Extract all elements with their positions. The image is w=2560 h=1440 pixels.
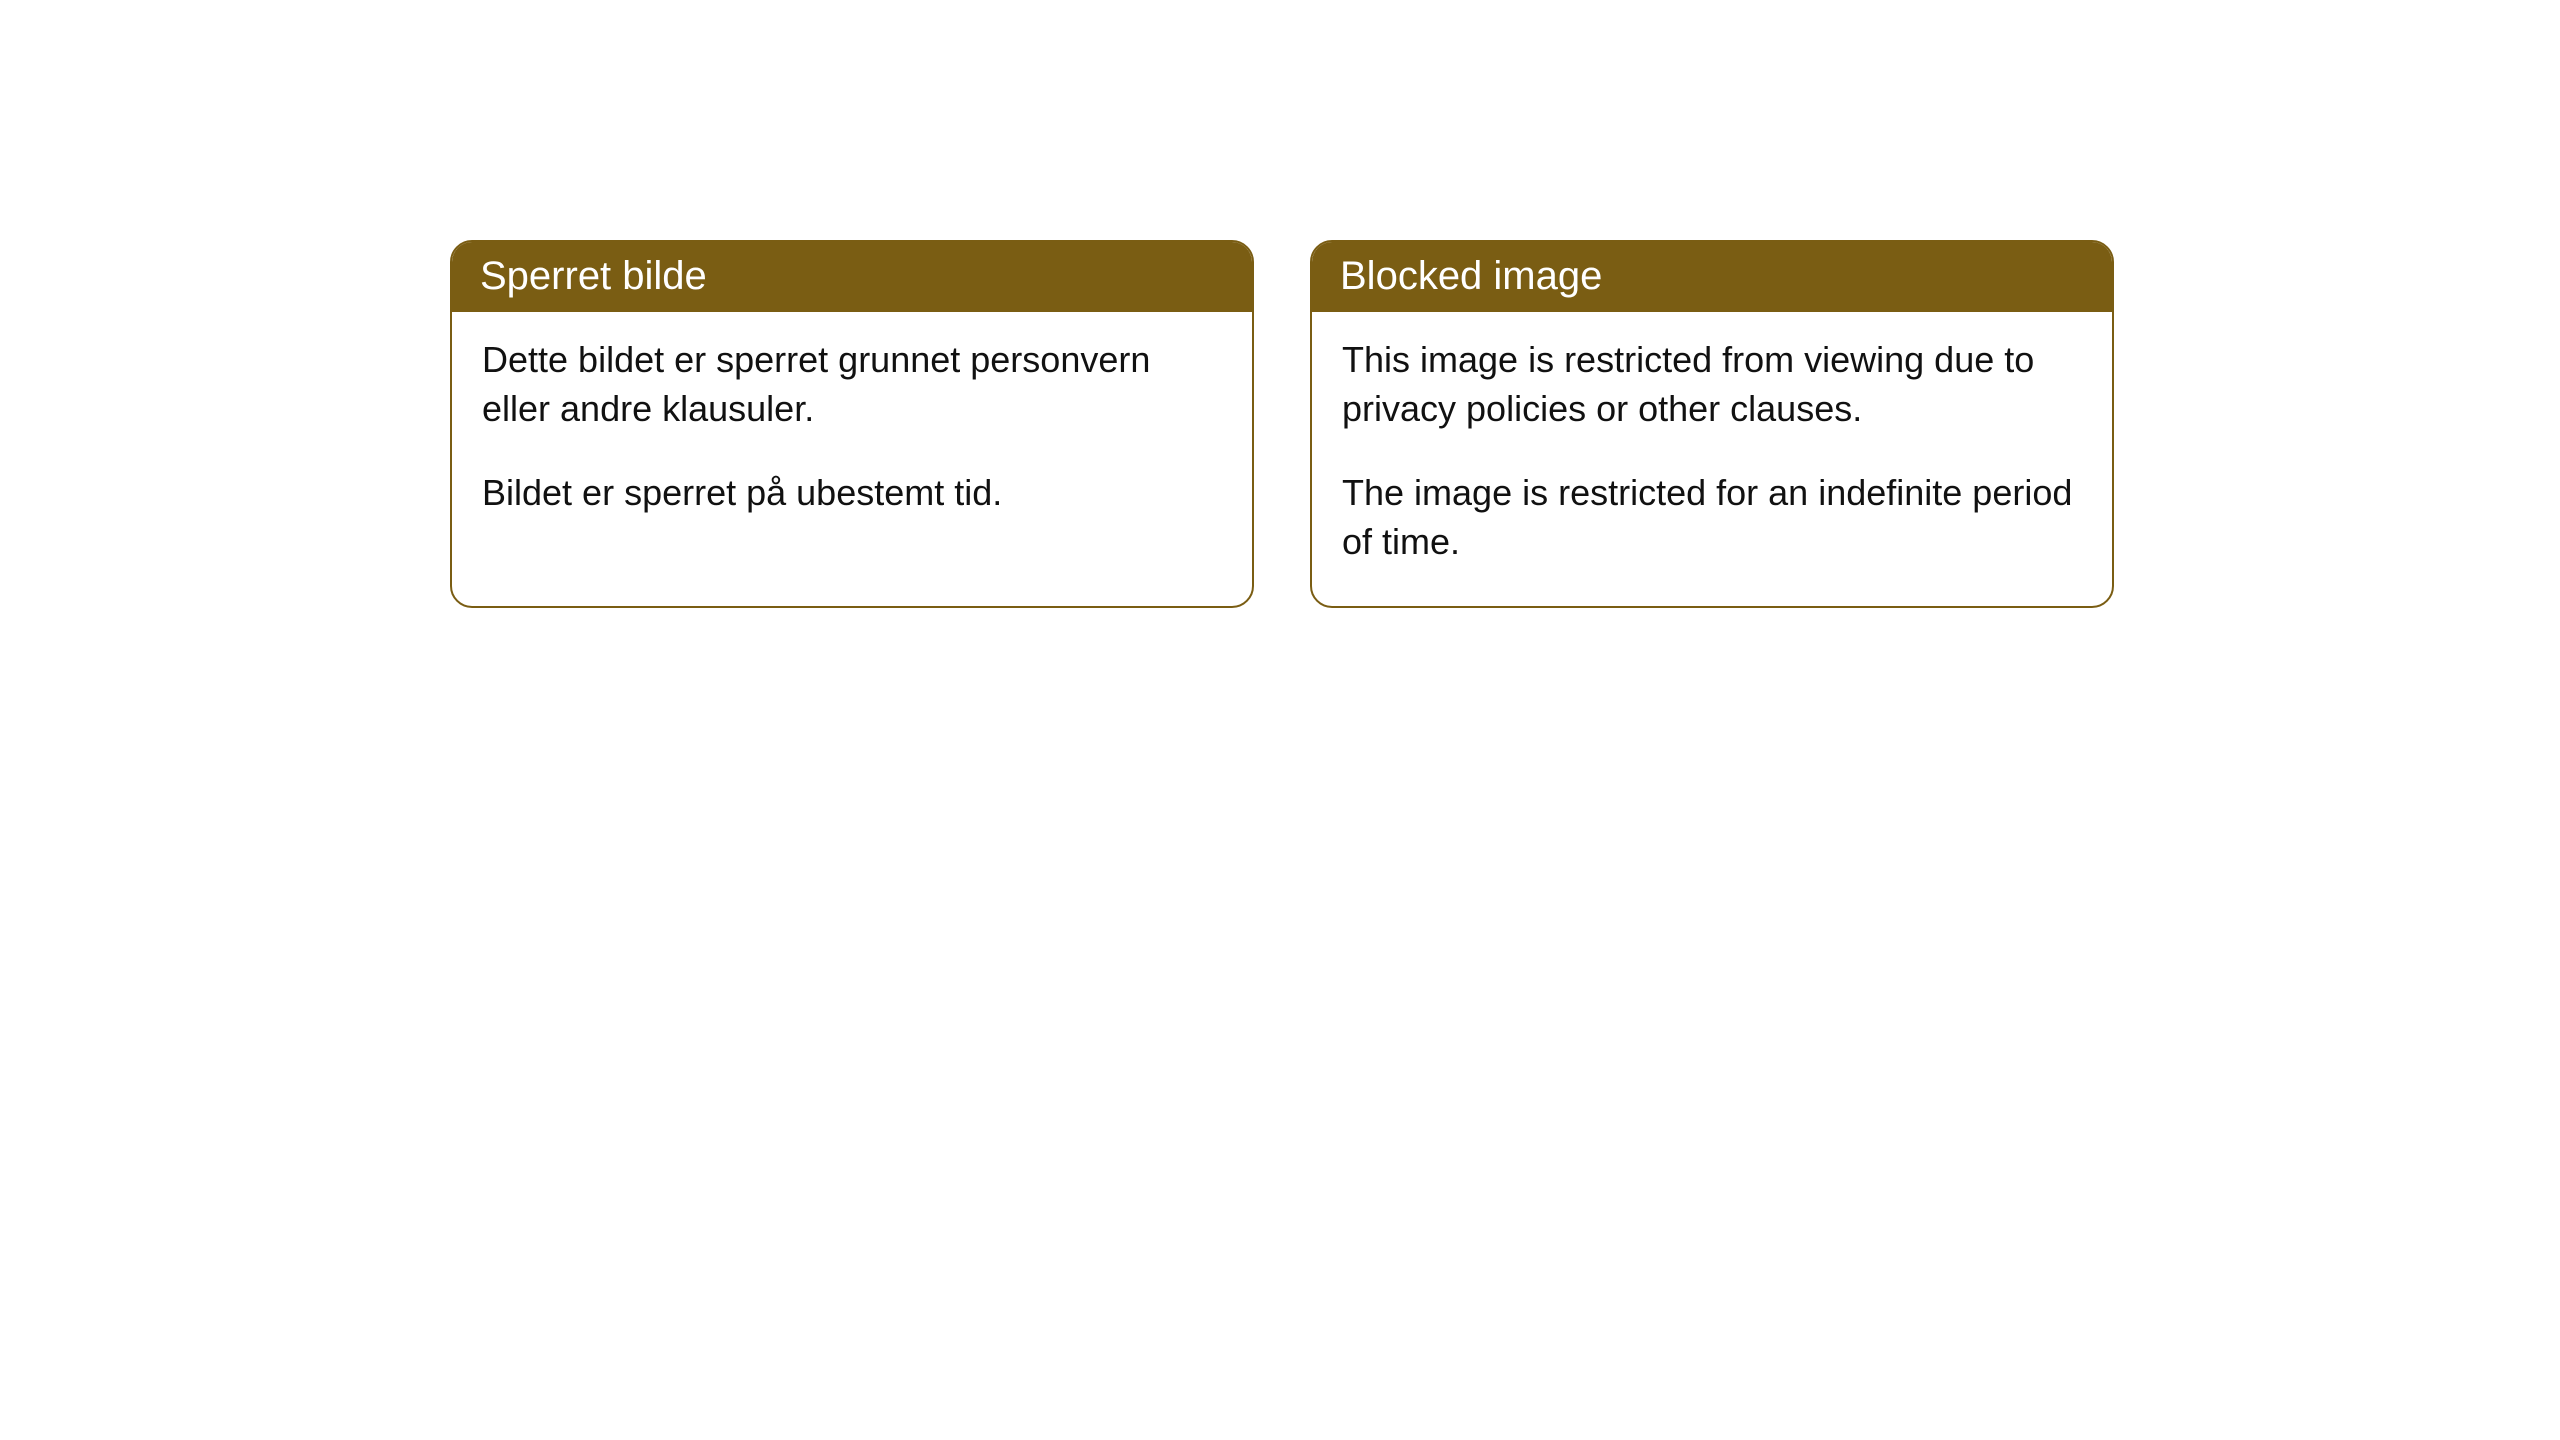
card-body: This image is restricted from viewing du…: [1312, 312, 2112, 606]
blocked-image-card-english: Blocked image This image is restricted f…: [1310, 240, 2114, 608]
card-body: Dette bildet er sperret grunnet personve…: [452, 312, 1252, 558]
card-paragraph: This image is restricted from viewing du…: [1342, 336, 2082, 433]
blocked-image-card-norwegian: Sperret bilde Dette bildet er sperret gr…: [450, 240, 1254, 608]
card-paragraph: The image is restricted for an indefinit…: [1342, 469, 2082, 566]
notice-cards-container: Sperret bilde Dette bildet er sperret gr…: [450, 240, 2114, 608]
card-title: Blocked image: [1340, 254, 1602, 298]
card-header: Blocked image: [1312, 242, 2112, 312]
card-title: Sperret bilde: [480, 254, 707, 298]
card-paragraph: Bildet er sperret på ubestemt tid.: [482, 469, 1222, 518]
card-paragraph: Dette bildet er sperret grunnet personve…: [482, 336, 1222, 433]
card-header: Sperret bilde: [452, 242, 1252, 312]
